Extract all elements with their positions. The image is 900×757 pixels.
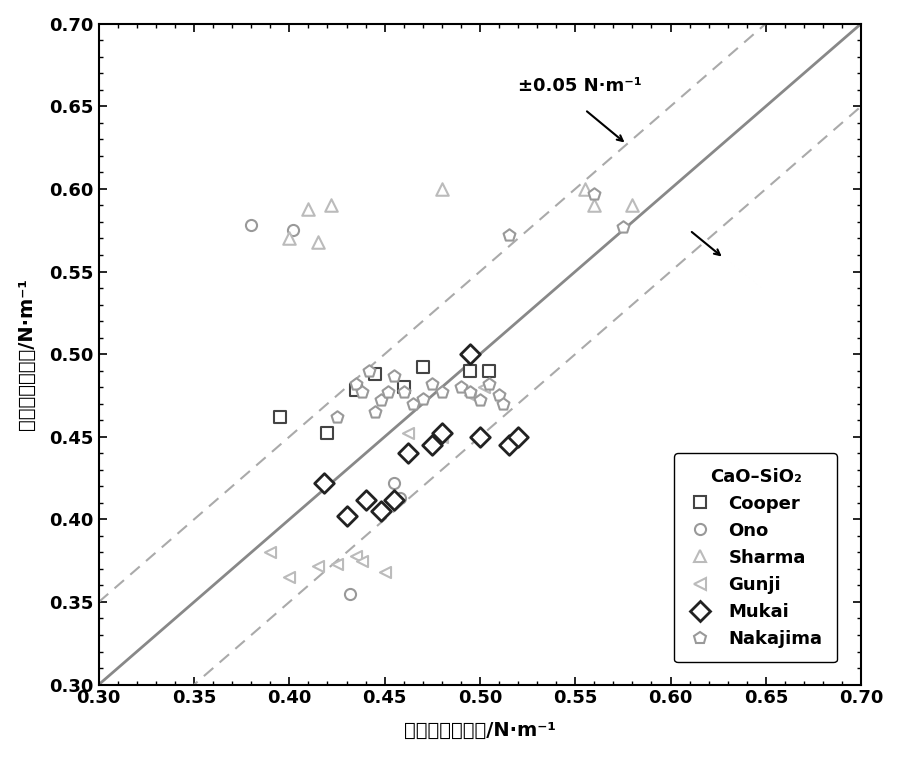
Point (329, 558, 344, 570)
Point (454, 381, 468, 393)
Point (355, 386, 369, 398)
Point (392, 492, 407, 504)
Point (400, 428, 415, 440)
Point (343, 587, 357, 600)
Point (587, 199, 601, 211)
Point (578, 183, 592, 195)
Point (425, 439, 439, 451)
Point (320, 428, 335, 440)
Point (387, 369, 401, 382)
Point (283, 232, 297, 245)
Point (377, 566, 392, 578)
Point (362, 365, 376, 377)
Point (283, 571, 297, 583)
Point (425, 378, 439, 390)
Point (472, 431, 487, 443)
Point (435, 431, 449, 443)
Point (435, 183, 449, 195)
Point (397, 386, 411, 398)
Point (310, 235, 325, 248)
Point (616, 221, 630, 233)
Point (329, 411, 344, 423)
Point (587, 188, 601, 200)
Point (416, 393, 430, 405)
Point (368, 368, 382, 380)
Point (310, 559, 325, 572)
Point (482, 365, 497, 377)
Point (244, 220, 258, 232)
Point (406, 397, 420, 410)
Point (464, 365, 478, 377)
Point (477, 381, 491, 393)
Legend: Cooper, Ono, Sharma, Gunji, Mukai, Nakajima: Cooper, Ono, Sharma, Gunji, Mukai, Nakaj… (674, 453, 837, 662)
Text: ±0.05 N·m⁻¹: ±0.05 N·m⁻¹ (518, 76, 642, 95)
Y-axis label: 表面张力计算值/N·m⁻¹: 表面张力计算值/N·m⁻¹ (17, 278, 36, 430)
Point (374, 394, 388, 407)
Point (464, 386, 478, 398)
Point (472, 394, 487, 407)
Point (358, 494, 373, 506)
Point (339, 510, 354, 522)
Point (387, 494, 401, 506)
Point (501, 229, 516, 241)
Point (416, 361, 430, 373)
Point (324, 199, 338, 211)
Point (382, 386, 396, 398)
Point (355, 555, 369, 567)
Point (501, 439, 516, 451)
Point (400, 447, 415, 459)
Point (435, 386, 449, 398)
Point (496, 397, 510, 410)
Point (349, 385, 364, 397)
Point (626, 199, 640, 211)
Point (491, 389, 506, 401)
Point (397, 381, 411, 393)
Point (286, 224, 301, 236)
Point (302, 203, 316, 215)
Point (435, 428, 449, 440)
Point (368, 406, 382, 418)
Point (263, 547, 277, 559)
Point (349, 378, 364, 390)
Point (482, 378, 497, 390)
Point (464, 348, 478, 360)
Point (511, 431, 526, 443)
Point (464, 389, 478, 401)
X-axis label: 表面张力测试值/N·m⁻¹: 表面张力测试值/N·m⁻¹ (404, 721, 556, 740)
Point (273, 411, 287, 423)
Point (317, 477, 331, 489)
Point (387, 477, 401, 489)
Point (374, 505, 388, 517)
Point (349, 550, 364, 562)
